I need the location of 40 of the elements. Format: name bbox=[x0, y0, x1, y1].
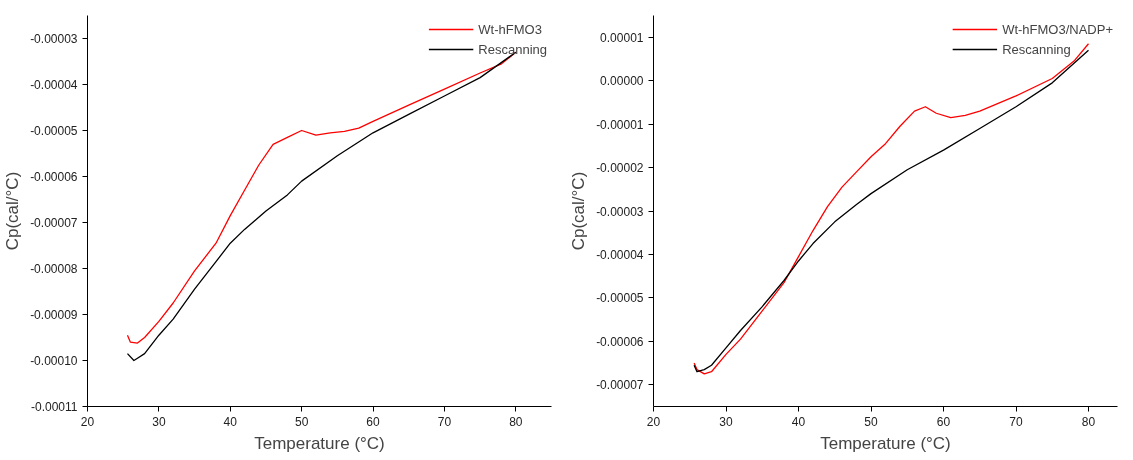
x-tick-label: 30 bbox=[719, 414, 733, 429]
x-tick-label: 70 bbox=[1009, 414, 1023, 429]
x-tick-label: 70 bbox=[437, 414, 452, 429]
y-tick-label: -0.00008 bbox=[30, 262, 78, 276]
y-tick-label: 0.00000 bbox=[600, 74, 644, 89]
x-tick-label: 80 bbox=[509, 414, 523, 429]
x-tick-label: 20 bbox=[646, 414, 661, 429]
y-tick-label: -0.00005 bbox=[596, 291, 644, 306]
y-tick-label: -0.00006 bbox=[596, 334, 644, 349]
y-tick-label: -0.00002 bbox=[596, 161, 644, 176]
y-tick-label: -0.00009 bbox=[30, 308, 78, 322]
y-tick-label: -0.00003 bbox=[596, 204, 644, 219]
y-tick-label: -0.00004 bbox=[30, 78, 78, 92]
x-tick-label: 60 bbox=[936, 414, 951, 429]
y-axis-title: Cp(cal/°C) bbox=[3, 171, 23, 251]
x-tick-label: 20 bbox=[80, 414, 95, 429]
y-tick-label: -0.00010 bbox=[30, 354, 78, 368]
x-tick-label: 30 bbox=[152, 414, 166, 429]
legend-label: Wt-hFMO3 bbox=[478, 21, 542, 37]
x-tick-label: 60 bbox=[366, 414, 381, 429]
legend-label: Wt-hFMO3/NADP+ bbox=[1002, 21, 1113, 37]
x-axis-title: Temperature (°C) bbox=[254, 433, 385, 453]
y-tick-label: -0.00003 bbox=[30, 32, 78, 46]
x-tick-label: 80 bbox=[1081, 414, 1096, 429]
y-axis-title: Cp(cal/°C) bbox=[569, 171, 589, 251]
legend-label: Rescanning bbox=[1002, 41, 1071, 57]
x-tick-label: 40 bbox=[791, 414, 806, 429]
x-tick-label: 50 bbox=[294, 414, 309, 429]
x-tick-label: 50 bbox=[864, 414, 878, 429]
legend-label: Rescanning bbox=[478, 41, 547, 57]
y-tick-label: -0.00006 bbox=[30, 170, 78, 184]
y-tick-label: 0.00001 bbox=[600, 30, 644, 45]
y-tick-label: -0.00011 bbox=[31, 400, 78, 414]
x-tick-label: 40 bbox=[223, 414, 238, 429]
y-tick-label: -0.00001 bbox=[596, 117, 644, 132]
y-tick-label: -0.00005 bbox=[30, 124, 78, 138]
y-tick-label: -0.00004 bbox=[596, 247, 644, 262]
x-axis-title: Temperature (°C) bbox=[820, 433, 951, 453]
y-tick-label: -0.00007 bbox=[30, 216, 78, 230]
y-tick-label: -0.00007 bbox=[596, 378, 644, 393]
